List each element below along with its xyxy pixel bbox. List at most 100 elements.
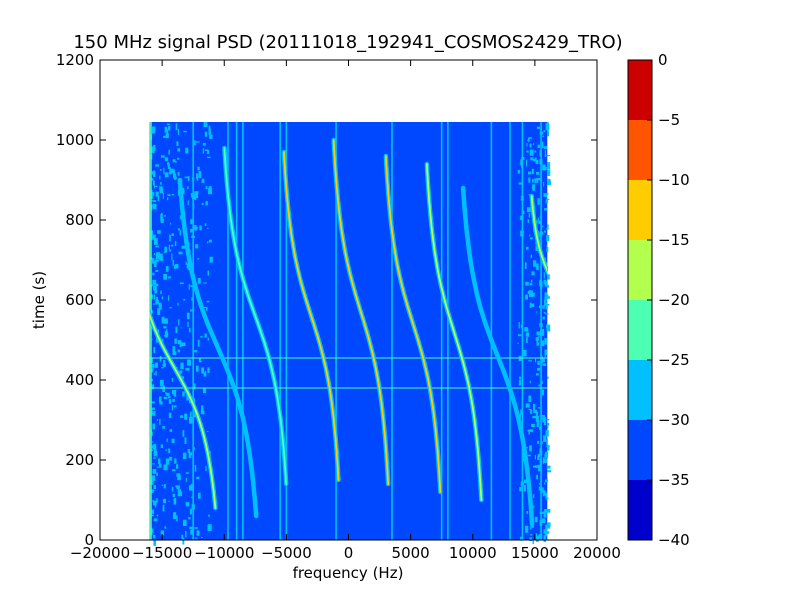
noise-cell	[167, 197, 169, 201]
noise-cell	[179, 370, 183, 374]
noise-cell	[165, 266, 169, 272]
trace-5	[223, 147, 288, 485]
noise-cell	[547, 422, 550, 426]
x-tick-label: 10000	[449, 544, 497, 562]
noise-cell	[154, 449, 157, 454]
noise-cell	[165, 392, 170, 396]
noise-cell	[160, 182, 162, 185]
noise-cell	[544, 292, 547, 299]
noise-cell	[541, 358, 545, 363]
noise-cell	[196, 530, 200, 536]
noise-cell	[174, 458, 177, 464]
noise-cell	[166, 438, 168, 442]
noise-cell	[546, 439, 548, 445]
noise-cell	[185, 261, 187, 265]
trace-6	[179, 179, 258, 517]
noise-cell	[547, 169, 551, 176]
noise-cell	[195, 141, 200, 143]
noise-cell	[529, 302, 532, 308]
noise-cell	[546, 235, 550, 242]
noise-cell	[203, 122, 208, 127]
noise-cell	[535, 157, 537, 162]
noise-cell	[188, 284, 190, 290]
noise-cell	[520, 409, 522, 415]
noise-cell	[163, 251, 166, 254]
noise-cell	[153, 485, 156, 489]
noise-cell	[168, 448, 171, 454]
noise-cell	[547, 180, 551, 185]
noise-cell	[208, 514, 210, 517]
noise-cell	[523, 349, 527, 357]
noise-cell	[151, 234, 156, 240]
noise-cell	[150, 149, 154, 154]
noise-cell	[544, 299, 547, 306]
noise-cell	[152, 500, 154, 503]
noise-cell	[151, 407, 155, 410]
noise-cell	[530, 409, 533, 414]
noise-cell	[189, 526, 193, 530]
noise-cell	[528, 177, 531, 183]
noise-cell	[547, 162, 551, 169]
noise-cell	[545, 313, 549, 315]
noise-cell	[543, 272, 545, 279]
noise-cell	[167, 194, 171, 196]
noise-cell	[168, 412, 172, 419]
colorbar-tick-label: 0	[658, 51, 668, 69]
noise-cell	[158, 302, 162, 310]
noise-cell	[169, 249, 172, 252]
noise-cell	[160, 385, 162, 390]
noise-cell	[167, 162, 170, 166]
noise-cell	[543, 529, 548, 534]
noise-cell	[535, 358, 537, 363]
noise-cell	[545, 193, 549, 195]
noise-cell	[546, 465, 551, 469]
noise-cell	[168, 399, 172, 404]
y-tick-label: 600	[65, 291, 94, 309]
noise-cell	[181, 376, 184, 379]
noise-cell	[529, 380, 531, 383]
noise-cell	[527, 219, 529, 223]
noise-cell	[153, 144, 156, 151]
noise-cell	[165, 392, 167, 395]
noise-cell	[545, 492, 547, 500]
noise-cell	[544, 531, 547, 537]
noise-cell	[152, 200, 157, 203]
noise-cell	[185, 367, 190, 371]
chart-title: 150 MHz signal PSD (20111018_192941_COSM…	[73, 32, 622, 53]
noise-cell	[163, 135, 167, 138]
noise-cell	[179, 230, 181, 236]
noise-cell	[163, 335, 166, 337]
trace-4	[283, 151, 340, 481]
noise-cell	[529, 149, 534, 156]
noise-cell	[536, 342, 540, 346]
noise-cell	[531, 168, 534, 175]
noise-cell	[153, 253, 156, 256]
colorbar-tick-label: −15	[658, 231, 690, 249]
noise-cell	[151, 126, 156, 132]
noise-cell	[204, 223, 207, 226]
noise-cell	[182, 452, 187, 459]
noise-cell	[193, 350, 198, 353]
noise-cell	[206, 306, 208, 311]
noise-cell	[153, 203, 157, 210]
noise-cell	[518, 182, 522, 185]
noise-cell	[524, 485, 526, 492]
noise-cell	[157, 195, 160, 201]
y-axis: 0 200 400 600 800 1000 1200	[56, 51, 597, 549]
noise-cell	[546, 154, 551, 157]
noise-cell	[543, 130, 546, 133]
noise-cell	[151, 131, 154, 134]
y-axis-label: time (s)	[30, 271, 48, 329]
noise-cell	[529, 445, 532, 452]
noise-cell	[156, 514, 159, 517]
noise-cell	[517, 342, 519, 344]
noise-cell	[181, 245, 185, 249]
plot-area	[99, 59, 598, 546]
noise-cell	[177, 157, 180, 160]
noise-cell	[183, 519, 187, 524]
noise-cell	[151, 368, 154, 373]
noise-cell	[207, 241, 209, 244]
noise-cell	[536, 474, 538, 480]
noise-cell	[151, 509, 155, 514]
noise-cell	[541, 329, 545, 336]
